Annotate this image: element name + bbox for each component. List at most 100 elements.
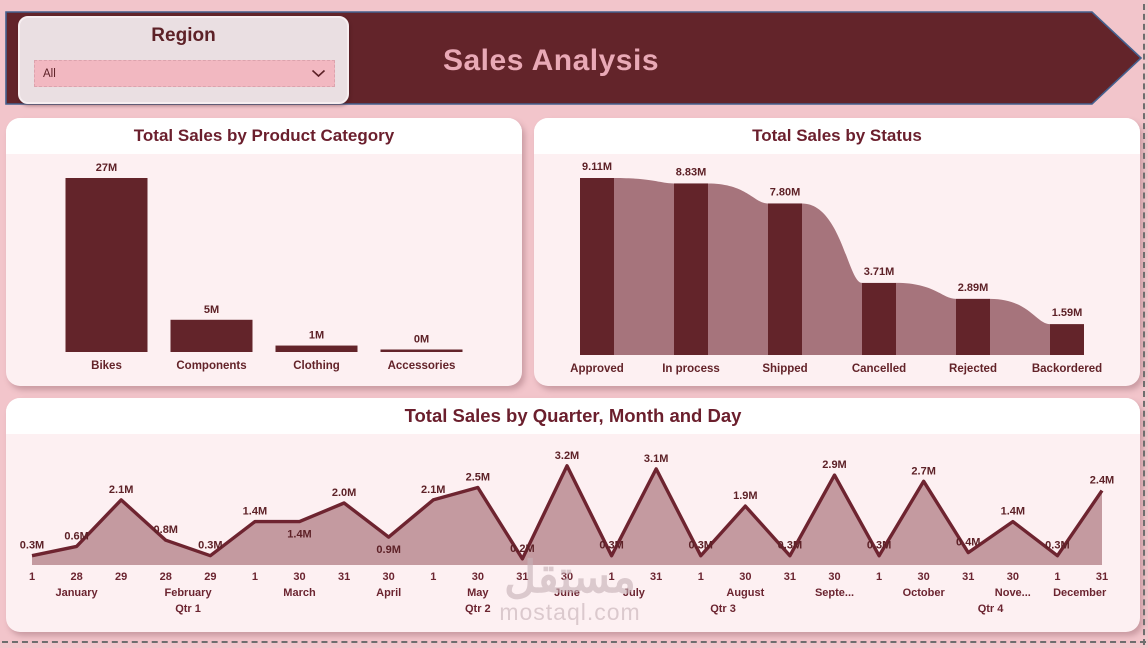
point-label: 1.9M [733,490,757,502]
value-label: 1M [309,330,324,342]
funnel-ribbon[interactable] [896,282,956,355]
point-label: 0.3M [1045,540,1069,552]
day-label: 31 [1096,571,1108,583]
point-label: 0.4M [956,537,980,549]
point-label: 1.4M [243,506,267,518]
month-label: October [903,587,946,599]
point-label: 2.7M [911,465,935,477]
funnel-ribbon[interactable] [708,183,768,355]
quarter-label: Qtr 4 [978,603,1005,615]
bar-components[interactable] [170,319,253,352]
category-label: Rejected [949,363,997,375]
month-label: January [55,587,98,599]
value-label: 9.11M [582,161,612,173]
point-label: 0.3M [867,540,891,552]
point-label: 2.1M [109,484,133,496]
value-label: 0M [414,334,429,346]
day-label: 28 [160,571,172,583]
day-label: 30 [918,571,930,583]
month-label: June [554,587,580,599]
point-label: 0.3M [689,540,713,552]
day-label: 29 [204,571,216,583]
funnel-bar-cancelled[interactable] [862,282,896,355]
chevron-down-icon[interactable] [311,65,326,83]
category-label: Bikes [91,360,122,372]
chart-title: Total Sales by Status [534,118,1140,154]
category-label: Approved [570,363,624,375]
day-label: 31 [650,571,662,583]
funnel-bar-rejected[interactable] [956,298,990,355]
card-total-sales-by-status: Total Sales by Status 9.11M Approved 8.83M… [534,118,1140,386]
bar-chart-svg: 27M Bikes 5M Components 1M Clothing 0M Accessor… [65,162,463,372]
point-label: 0.3M [599,540,623,552]
card-total-sales-by-product-category: Total Sales by Product Category 27M Bikes… [6,118,522,386]
bar-clothing[interactable] [275,345,358,352]
funnel-ribbon[interactable] [614,178,674,355]
funnel-ribbon[interactable] [802,203,862,355]
point-label: 0.8M [154,524,178,536]
chart-title: Total Sales by Product Category [6,118,522,154]
point-label: 0.3M [778,540,802,552]
month-label: Septe... [815,587,854,599]
point-label: 2.5M [466,472,490,484]
area-fill[interactable] [32,465,1102,565]
month-label: Nove... [995,587,1031,599]
day-label: 31 [962,571,974,583]
bar-bikes[interactable] [65,178,148,352]
point-label: 1.4M [1001,506,1025,518]
day-label: 1 [876,571,882,583]
funnel-bar-backordered[interactable] [1050,324,1084,355]
quarter-label: Qtr 3 [710,603,736,615]
day-label: 28 [70,571,82,583]
category-label: Clothing [293,360,340,372]
region-dropdown[interactable]: All [34,60,335,87]
day-label: 1 [430,571,436,583]
point-label: 2.1M [421,484,445,496]
region-dropdown-value: All [43,67,56,80]
month-label: February [165,587,213,599]
day-label: 30 [739,571,751,583]
category-label: Backordered [1032,363,1102,375]
canvas-dashed-border-right [1143,4,1145,645]
funnel-bar-in-process[interactable] [674,183,708,355]
trend-line[interactable] [31,464,1104,561]
funnel-bar-approved[interactable] [580,178,614,355]
day-label: 30 [828,571,840,583]
day-label: 1 [609,571,615,583]
category-label: Shipped [762,363,807,375]
month-label: July [623,587,646,599]
point-label: 0.3M [20,540,44,552]
region-slicer: Region All [18,16,349,104]
bar-accessories[interactable] [380,349,463,353]
month-label: March [283,587,316,599]
point-label: 2.4M [1090,475,1114,487]
day-label: 30 [383,571,395,583]
value-label: 5M [204,304,219,316]
point-label: 0.6M [64,530,88,542]
day-label: 29 [115,571,127,583]
point-label: 3.1M [644,453,668,465]
month-label: May [467,587,489,599]
month-label: December [1053,587,1107,599]
point-label: 2.9M [822,459,846,471]
value-label: 2.89M [958,282,989,294]
area-chart-svg: 0.3M 1 0.6M 28 2.1M 29 0.8M 28 0.3M 29 1.4M 1 1.4M 30… [20,450,1114,615]
day-label: 31 [338,571,350,583]
day-label: 1 [29,571,35,583]
funnel-ribbon[interactable] [990,298,1050,355]
day-label: 30 [293,571,305,583]
day-label: 30 [1007,571,1019,583]
day-label: 30 [561,571,573,583]
canvas-dashed-border-bottom [2,641,1146,643]
funnel-bar-shipped[interactable] [768,203,802,355]
value-label: 1.59M [1052,307,1083,319]
value-label: 3.71M [864,266,895,278]
value-label: 27M [96,162,117,174]
slicer-label: Region [151,25,216,46]
category-label: Components [176,360,246,372]
point-label: 1.4M [287,529,311,541]
point-label: 2.0M [332,487,356,499]
chart-title: Total Sales by Quarter, Month and Day [6,398,1140,434]
category-label: Accessories [388,360,456,372]
